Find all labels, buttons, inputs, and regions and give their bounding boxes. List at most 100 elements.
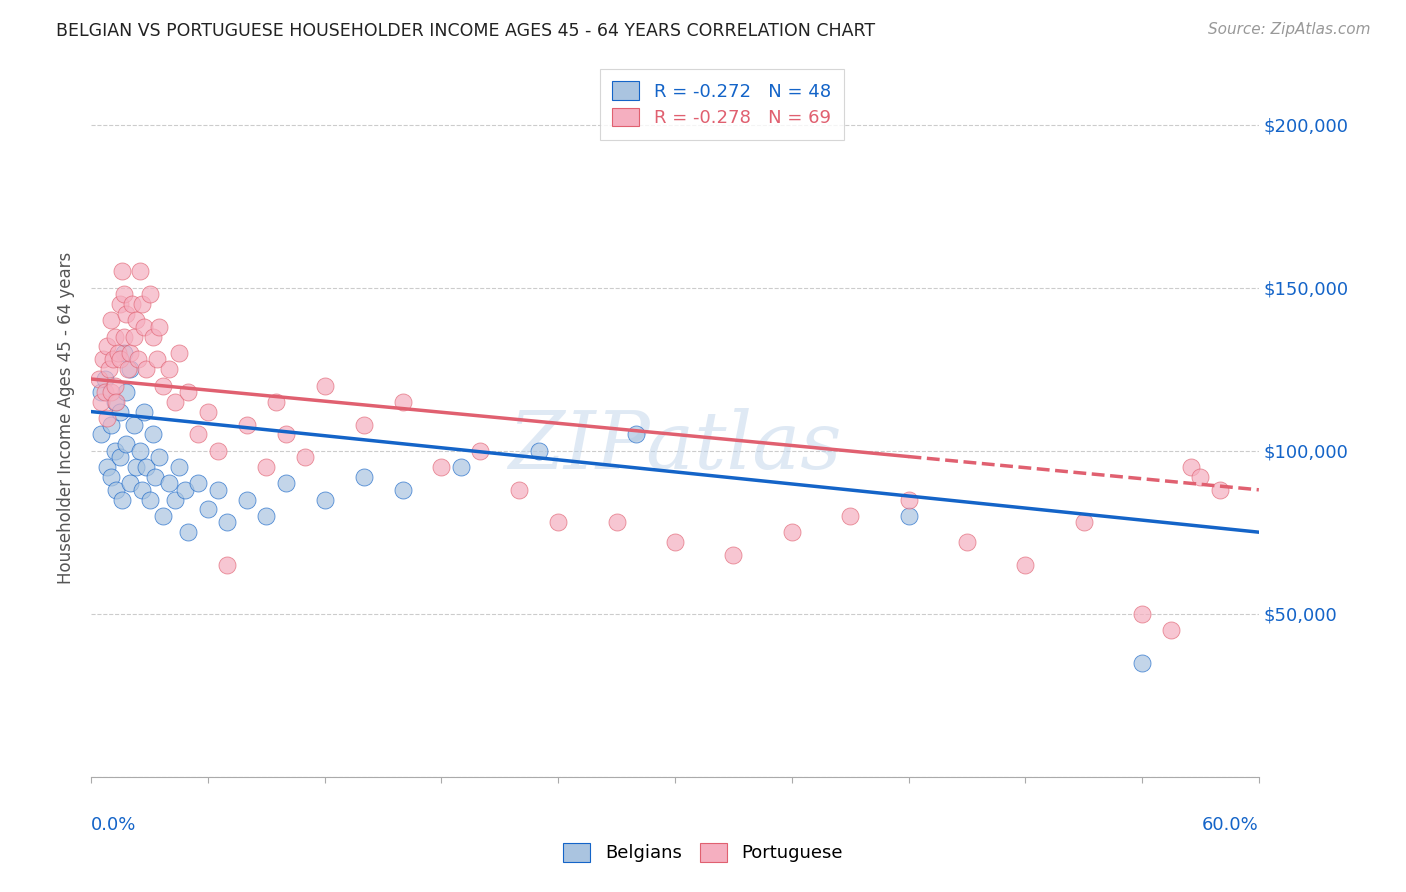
Text: ZIPatlas: ZIPatlas	[508, 408, 842, 485]
Point	[353, 417, 375, 432]
Point	[103, 394, 125, 409]
Point	[163, 394, 186, 409]
Point	[125, 313, 148, 327]
Point	[135, 362, 157, 376]
Point	[167, 460, 190, 475]
Point	[132, 319, 155, 334]
Point	[217, 558, 239, 572]
Point	[956, 535, 979, 549]
Point	[90, 385, 112, 400]
Point	[90, 394, 112, 409]
Point	[264, 394, 287, 409]
Point	[138, 492, 160, 507]
Point	[128, 443, 150, 458]
Point	[110, 297, 132, 311]
Point	[132, 404, 155, 418]
Point	[110, 450, 132, 465]
Point	[353, 470, 375, 484]
Point	[314, 492, 336, 507]
Point	[207, 443, 229, 458]
Point	[122, 329, 145, 343]
Point	[101, 352, 124, 367]
Point	[547, 516, 569, 530]
Point	[103, 329, 125, 343]
Point	[94, 385, 117, 400]
Point	[167, 346, 190, 360]
Point	[112, 287, 135, 301]
Legend: R = -0.272   N = 48, R = -0.278   N = 69: R = -0.272 N = 48, R = -0.278 N = 69	[600, 69, 844, 140]
Y-axis label: Householder Income Ages 45 - 64 years: Householder Income Ages 45 - 64 years	[58, 252, 75, 584]
Point	[1160, 623, 1182, 637]
Point	[254, 460, 277, 475]
Point	[177, 385, 200, 400]
Text: 0.0%: 0.0%	[91, 816, 136, 834]
Point	[470, 443, 492, 458]
Point	[142, 427, 165, 442]
Point	[197, 502, 219, 516]
Legend: Belgians, Portuguese: Belgians, Portuguese	[555, 836, 851, 870]
Point	[94, 372, 117, 386]
Point	[117, 362, 139, 376]
Point	[90, 427, 112, 442]
Point	[527, 443, 550, 458]
Point	[780, 525, 803, 540]
Point	[112, 329, 135, 343]
Point	[128, 264, 150, 278]
Point	[152, 508, 174, 523]
Point	[131, 297, 153, 311]
Point	[110, 404, 132, 418]
Point	[897, 492, 920, 507]
Text: BELGIAN VS PORTUGUESE HOUSEHOLDER INCOME AGES 45 - 64 YEARS CORRELATION CHART: BELGIAN VS PORTUGUESE HOUSEHOLDER INCOME…	[56, 22, 876, 40]
Text: 60.0%: 60.0%	[1202, 816, 1258, 834]
Point	[274, 476, 297, 491]
Point	[236, 417, 259, 432]
Point	[450, 460, 472, 475]
Point	[115, 307, 138, 321]
Point	[163, 492, 186, 507]
Point	[131, 483, 153, 497]
Point	[254, 508, 277, 523]
Point	[274, 427, 297, 442]
Point	[152, 378, 174, 392]
Point	[1130, 656, 1153, 670]
Point	[145, 470, 167, 484]
Point	[127, 352, 149, 367]
Point	[103, 378, 125, 392]
Point	[664, 535, 686, 549]
Point	[96, 460, 118, 475]
Point	[115, 385, 138, 400]
Point	[1209, 483, 1232, 497]
Point	[146, 352, 169, 367]
Point	[142, 329, 165, 343]
Text: Source: ZipAtlas.com: Source: ZipAtlas.com	[1208, 22, 1371, 37]
Point	[1189, 470, 1212, 484]
Point	[100, 470, 122, 484]
Point	[187, 427, 209, 442]
Point	[122, 417, 145, 432]
Point	[100, 417, 122, 432]
Point	[1014, 558, 1036, 572]
Point	[314, 378, 336, 392]
Point	[96, 339, 118, 353]
Point	[294, 450, 316, 465]
Point	[105, 483, 128, 497]
Point	[723, 548, 745, 562]
Point	[111, 492, 134, 507]
Point	[97, 362, 120, 376]
Point	[110, 352, 132, 367]
Point	[121, 297, 143, 311]
Point	[138, 287, 160, 301]
Point	[1130, 607, 1153, 621]
Point	[148, 450, 170, 465]
Point	[177, 525, 200, 540]
Point	[624, 427, 647, 442]
Point	[606, 516, 628, 530]
Point	[430, 460, 453, 475]
Point	[207, 483, 229, 497]
Point	[839, 508, 862, 523]
Point	[120, 346, 142, 360]
Point	[111, 264, 134, 278]
Point	[391, 483, 413, 497]
Point	[100, 313, 122, 327]
Point	[103, 443, 125, 458]
